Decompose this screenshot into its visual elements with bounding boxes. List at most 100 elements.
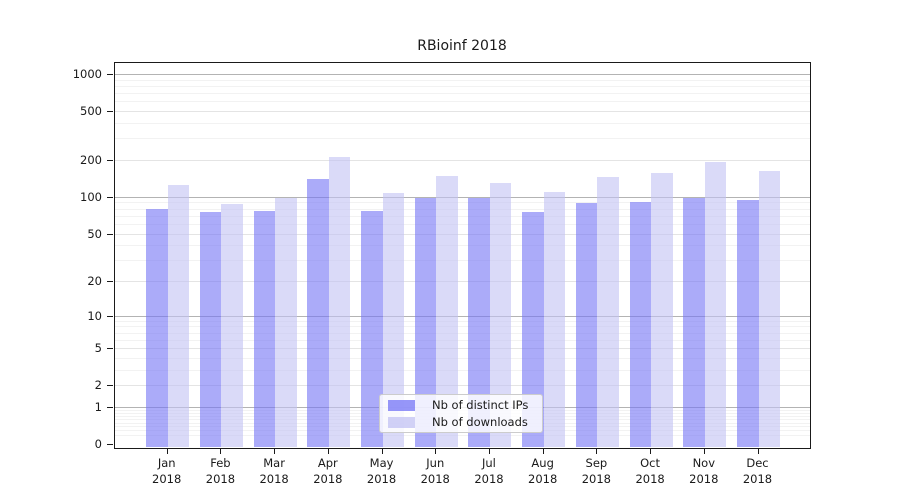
x-tick-mark	[703, 448, 705, 454]
gridline	[114, 315, 810, 317]
gridline	[114, 245, 810, 247]
y-tick-mark	[107, 73, 113, 75]
y-tick-label: 100	[80, 189, 102, 204]
y-tick-label: 50	[87, 226, 102, 241]
x-tick-mark	[650, 448, 652, 454]
y-tick-mark	[107, 281, 113, 283]
x-tick-mark	[542, 448, 544, 454]
bar-distinct-ips	[737, 200, 759, 448]
gridline	[114, 233, 810, 235]
x-tick-mark	[327, 448, 329, 454]
x-tick-label: Mar 2018	[259, 456, 289, 486]
x-tick-label: Jan 2018	[152, 456, 182, 486]
gridline	[114, 138, 810, 140]
bar-downloads	[597, 177, 619, 448]
gridline	[114, 260, 810, 262]
x-tick-label: Feb 2018	[205, 456, 236, 486]
x-tick-mark	[166, 448, 168, 454]
gridline	[114, 92, 810, 94]
gridline	[114, 332, 810, 334]
bar-distinct-ips	[522, 212, 544, 448]
bar-distinct-ips	[414, 198, 437, 448]
gridline	[114, 85, 810, 87]
x-tick-label: Sep 2018	[581, 456, 612, 486]
gridline	[114, 281, 810, 283]
x-tick-mark	[220, 448, 222, 454]
x-tick-label: Jun 2018	[420, 456, 450, 486]
x-tick-mark	[757, 448, 759, 454]
y-tick-label: 20	[87, 274, 102, 289]
bar-distinct-ips	[307, 178, 329, 448]
gridline	[114, 369, 810, 371]
gridline	[114, 223, 810, 225]
chart-title: RBioinf 2018	[417, 38, 507, 54]
gridline	[114, 208, 810, 210]
bar-downloads	[758, 170, 780, 448]
bar-downloads	[275, 197, 297, 448]
gridline	[114, 73, 810, 75]
bar-distinct-ips	[468, 198, 490, 448]
gridline	[114, 196, 810, 198]
bar-distinct-ips	[146, 208, 168, 448]
gridline	[114, 101, 810, 103]
y-tick-mark	[107, 196, 113, 198]
x-tick-mark	[381, 448, 383, 454]
y-tick-label: 10	[87, 308, 102, 323]
x-tick-mark	[488, 448, 490, 454]
x-tick-mark	[435, 448, 437, 454]
gridline	[114, 434, 810, 436]
plot-area	[113, 62, 811, 449]
x-tick-mark	[596, 448, 598, 454]
bar-downloads	[704, 161, 727, 448]
bar-distinct-ips	[575, 203, 598, 448]
x-tick-label: Aug 2018	[528, 456, 558, 486]
gridline	[114, 339, 810, 341]
bar-distinct-ips	[199, 212, 222, 448]
x-tick-label: May 2018	[366, 456, 397, 486]
bar-downloads	[543, 191, 566, 448]
y-tick-mark	[107, 111, 113, 112]
gridline	[114, 326, 810, 328]
y-tick-label: 5	[94, 341, 102, 356]
y-tick-mark	[107, 315, 113, 317]
bar-downloads	[651, 172, 673, 448]
gridline	[114, 358, 810, 359]
y-tick-mark	[107, 444, 113, 446]
legend-item-distinct-ips: Nb of distinct IPs	[380, 398, 542, 413]
legend-swatch-downloads	[388, 416, 415, 428]
x-tick-label: Nov 2018	[689, 456, 719, 486]
legend-swatch-distinct-ips	[388, 399, 415, 411]
x-tick-mark	[274, 448, 276, 454]
gridline	[114, 111, 810, 112]
bar-downloads	[382, 192, 405, 448]
bar-downloads	[167, 184, 190, 448]
bar-distinct-ips	[683, 198, 705, 448]
x-tick-label: Jul 2018	[474, 456, 504, 486]
y-tick-mark	[107, 407, 113, 409]
bar-downloads	[328, 157, 351, 448]
y-tick-label: 500	[80, 104, 102, 118]
legend: Nb of distinct IPs Nb of downloads	[379, 394, 543, 433]
x-tick-label: Apr 2018	[313, 456, 343, 486]
bar-downloads	[221, 203, 243, 448]
bar-distinct-ips	[629, 202, 652, 448]
x-tick-label: Dec 2018	[742, 456, 773, 486]
y-tick-mark	[107, 348, 113, 350]
gridline	[114, 79, 810, 81]
gridline	[114, 159, 810, 161]
gridline	[114, 348, 810, 350]
legend-label-distinct-ips: Nb of distinct IPs	[432, 398, 529, 412]
legend-label-downloads: Nb of downloads	[432, 415, 528, 429]
y-tick-label: 1000	[72, 66, 102, 81]
y-tick-label: 2	[94, 378, 102, 393]
bar-distinct-ips	[253, 210, 276, 448]
gridline	[114, 122, 810, 124]
x-tick-label: Oct 2018	[635, 456, 665, 486]
y-tick-label: 200	[80, 152, 102, 167]
y-tick-mark	[107, 233, 113, 235]
gridline	[114, 385, 810, 387]
y-tick-mark	[107, 385, 113, 387]
legend-item-downloads: Nb of downloads	[380, 415, 542, 430]
gridline	[114, 215, 810, 217]
